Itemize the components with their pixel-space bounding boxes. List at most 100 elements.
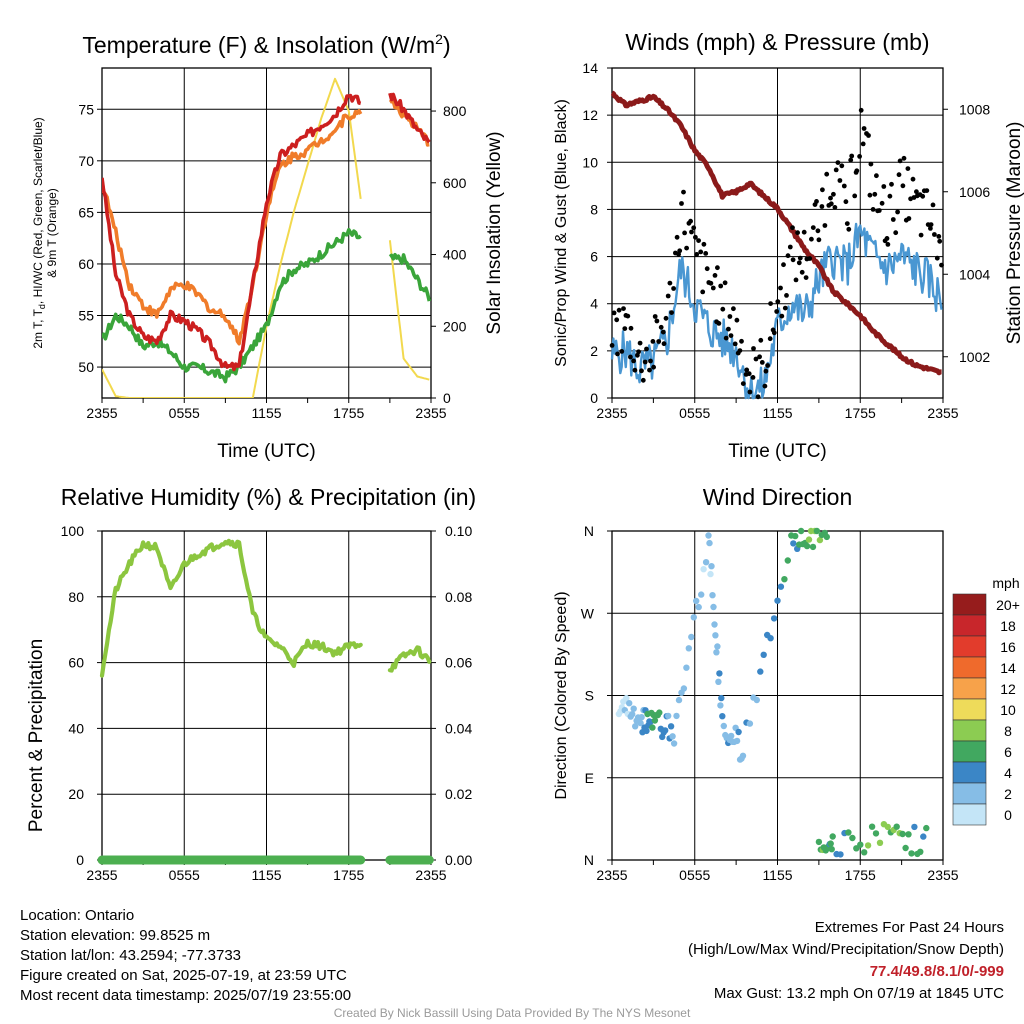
chart-title: Wind Direction xyxy=(703,484,853,510)
gust-point xyxy=(890,217,896,222)
direction-point xyxy=(908,850,915,857)
direction-point xyxy=(837,851,844,858)
direction-point xyxy=(649,724,656,731)
y-axis-label: Percent & Precipitation xyxy=(26,639,47,832)
gust-point xyxy=(895,209,900,215)
location-text: Location: Ontario xyxy=(20,907,135,924)
direction-point xyxy=(829,833,836,840)
gust-point xyxy=(816,237,822,243)
direction-point xyxy=(760,651,767,658)
humidity-line xyxy=(99,538,432,678)
gust-point xyxy=(796,260,802,266)
gust-point xyxy=(621,306,626,311)
direction-point xyxy=(784,557,791,564)
gust-point xyxy=(715,265,720,271)
gust-point xyxy=(803,275,809,280)
direction-point xyxy=(816,536,824,544)
gust-point xyxy=(874,173,879,179)
gust-point xyxy=(616,307,622,313)
gust-point xyxy=(815,228,821,234)
gust-point xyxy=(858,107,864,113)
gust-point xyxy=(632,367,638,373)
gust-point xyxy=(937,238,943,244)
gust-point xyxy=(710,285,716,291)
gust-point xyxy=(833,167,839,173)
y-tick-label: 70 xyxy=(78,153,94,169)
gust-point xyxy=(781,262,786,268)
gust-point xyxy=(920,193,926,199)
gust-point xyxy=(885,242,891,247)
y-tick-label: 2 xyxy=(590,343,598,359)
gust-point xyxy=(848,157,854,163)
x-tick-label: 1755 xyxy=(845,867,876,883)
insolation-line xyxy=(102,77,430,398)
gust-point xyxy=(750,375,756,380)
y2-tick-label: 0.04 xyxy=(445,720,472,736)
x-tick-label: 0555 xyxy=(169,405,200,421)
y-tick-label: W xyxy=(581,605,595,621)
direction-point xyxy=(718,694,725,702)
x-tick-label: 2355 xyxy=(596,867,627,883)
direction-point xyxy=(868,823,876,830)
chart-title: Temperature (F) & Insolation (W/m2) xyxy=(82,31,450,58)
y-tick-label: 4 xyxy=(590,296,598,312)
direction-point xyxy=(899,830,906,838)
gust-point xyxy=(726,326,731,332)
gust-point xyxy=(809,236,814,242)
gust-point xyxy=(787,244,793,250)
direction-point xyxy=(728,732,735,740)
y-tick-label: E xyxy=(585,770,594,786)
direction-point xyxy=(735,728,742,736)
gust-point xyxy=(700,289,706,295)
direction-point xyxy=(675,696,683,704)
gust-point xyxy=(704,266,710,272)
chart-title: Relative Humidity (%) & Precipitation (i… xyxy=(61,484,476,510)
gust-point xyxy=(866,133,871,138)
direction-point xyxy=(693,597,700,605)
gust-point xyxy=(767,336,773,342)
pressure-line xyxy=(610,90,943,376)
legend-label: 2 xyxy=(1004,786,1012,802)
x-tick-label: 1755 xyxy=(845,405,876,421)
y2-tick-label: 1008 xyxy=(959,101,990,117)
y-tick-label: S xyxy=(585,688,594,704)
gust-point xyxy=(782,305,788,311)
x-tick-label: 1155 xyxy=(251,405,281,421)
y-axis-label: Direction (Colored By Speed) xyxy=(553,591,570,799)
legend-label: 16 xyxy=(1000,639,1016,655)
y-tick-label: 10 xyxy=(582,154,598,170)
x-tick-label: 1155 xyxy=(251,867,281,883)
nine-meter-temp-line xyxy=(102,99,430,346)
direction-point xyxy=(845,829,852,836)
gust-point xyxy=(693,234,698,240)
y-tick-label: 65 xyxy=(78,204,94,220)
direction-point xyxy=(673,712,680,720)
x-axis-label: Time (UTC) xyxy=(728,441,827,462)
gust-point xyxy=(844,221,850,227)
direction-point xyxy=(815,838,823,846)
station-info: Location: Ontario Station elevation: 99.… xyxy=(20,906,351,1006)
gust-point xyxy=(674,234,680,240)
gust-point xyxy=(759,360,765,365)
gust-point xyxy=(744,367,750,373)
y2-tick-label: 0.00 xyxy=(445,852,472,868)
gust-point xyxy=(642,359,648,365)
gust-point xyxy=(611,310,617,316)
legend-title: mph xyxy=(992,575,1019,591)
gust-point xyxy=(740,381,746,386)
gust-point xyxy=(660,329,666,335)
gust-point xyxy=(784,293,789,298)
direction-point xyxy=(884,823,891,831)
gust-point xyxy=(914,189,919,195)
gust-point xyxy=(819,204,825,209)
gust-point xyxy=(860,141,866,147)
gust-point xyxy=(896,172,902,178)
direction-point xyxy=(629,711,636,718)
direction-point xyxy=(720,722,727,730)
gust-point xyxy=(939,262,944,268)
direction-point xyxy=(665,712,672,720)
gust-point xyxy=(631,358,636,364)
gust-point xyxy=(684,245,689,251)
y-tick-label: 75 xyxy=(78,101,94,117)
